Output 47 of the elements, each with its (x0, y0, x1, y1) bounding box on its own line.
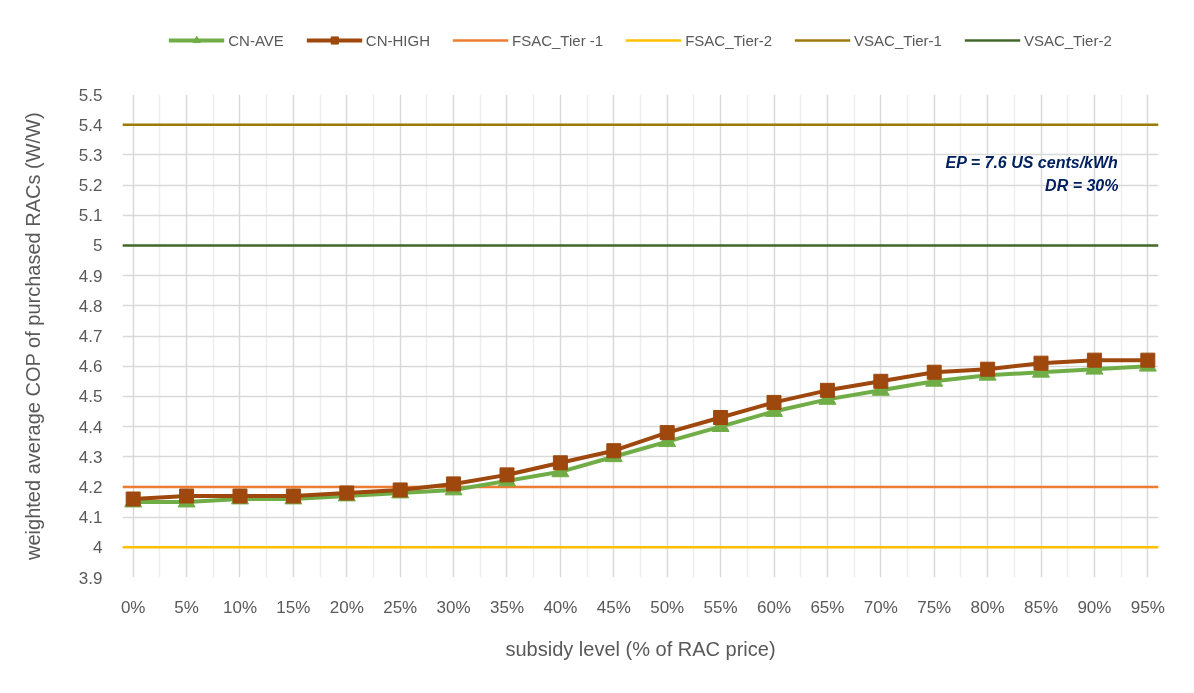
y-tick-label: 4.2 (78, 477, 103, 497)
y-tick-label: 4.8 (78, 296, 103, 316)
x-tick-label: 65% (810, 597, 845, 617)
y-tick-label: 4.4 (78, 417, 103, 437)
y-tick-label: 4.3 (78, 447, 103, 467)
x-tick-label: 70% (863, 597, 898, 617)
y-tick-label: 5.5 (78, 85, 103, 105)
x-tick-label: 5% (174, 597, 199, 617)
y-tick-label: 5.1 (78, 206, 103, 226)
x-tick-label: 50% (650, 597, 685, 617)
x-tick-label: 95% (1130, 597, 1165, 617)
y-tick-label: 5 (93, 236, 103, 256)
y-tick-label: 4.7 (78, 327, 103, 346)
y-tick-label: 5.4 (78, 115, 103, 135)
x-tick-label: 90% (1077, 597, 1112, 617)
x-tick-label: 85% (1024, 597, 1059, 617)
x-tick-label: 40% (543, 597, 578, 617)
x-tick-label: 55% (703, 597, 738, 617)
legend-label: CN-HIGH (365, 31, 430, 49)
x-tick-label: 25% (383, 597, 418, 617)
y-tick-label: 4 (93, 538, 103, 558)
x-tick-label: 0% (120, 597, 146, 617)
x-tick-label: 30% (436, 597, 471, 617)
x-tick-label: 15% (276, 597, 311, 617)
annotation: DR = 30% (1045, 177, 1119, 195)
legend-label: FSAC_Tier-2 (685, 31, 773, 49)
x-tick-label: 45% (596, 597, 631, 617)
y-tick-label: 4.9 (78, 266, 103, 286)
y-tick-label: 4.6 (78, 357, 103, 377)
y-axis-title: weighted average COP of purchased RACs (W/W) (21, 112, 44, 561)
y-tick-label: 5.3 (78, 145, 103, 165)
y-tick-label: 4.5 (78, 387, 103, 407)
legend-label: VSAC_Tier-1 (854, 31, 942, 49)
legend-label: CN-AVE (228, 31, 284, 49)
x-tick-label: 80% (970, 597, 1005, 617)
x-tick-label: 20% (329, 597, 364, 617)
x-tick-label: 60% (756, 597, 792, 617)
x-tick-label: 75% (917, 597, 952, 617)
x-tick-label: 10% (222, 597, 257, 617)
legend-label: FSAC_Tier -1 (512, 31, 604, 49)
y-tick-label: 3.9 (78, 568, 103, 588)
x-axis-title: subsidy level (% of RAC price) (505, 637, 776, 660)
x-tick-label: 35% (489, 597, 525, 617)
y-tick-label: 4.1 (78, 508, 103, 528)
annotation: EP = 7.6 US cents/kWh (945, 154, 1119, 172)
legend-label: VSAC_Tier-2 (1023, 31, 1112, 49)
y-tick-label: 5.2 (78, 176, 103, 196)
